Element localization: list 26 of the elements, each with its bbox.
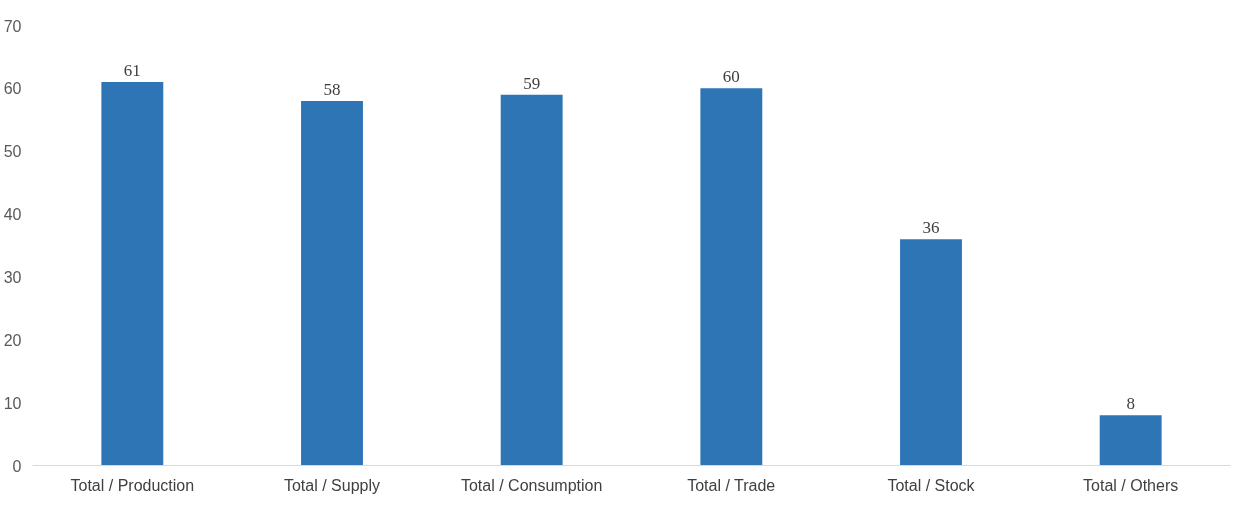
data-label: 36: [922, 218, 940, 238]
bar: [500, 94, 563, 466]
data-label: 60: [722, 67, 740, 87]
x-tick-label: Total / Production: [70, 476, 195, 494]
x-tick-label: Total / Others: [1083, 476, 1179, 494]
x-tick-label: Total / Stock: [887, 476, 976, 494]
x-tick-label: Total / Supply: [283, 476, 381, 494]
bar: [1099, 415, 1162, 466]
data-label: 61: [123, 61, 141, 81]
y-tick-label: 10: [3, 394, 22, 412]
x-tick-label: Total / Trade: [687, 476, 776, 494]
bar: [700, 88, 763, 466]
bar: [900, 239, 962, 466]
y-tick-label: 0: [12, 457, 22, 475]
y-tick-label: 50: [3, 143, 22, 161]
data-label: 59: [523, 73, 541, 93]
y-tick-label: 60: [3, 80, 22, 98]
bar: [101, 82, 164, 466]
x-tick-label: Total / Consumption: [460, 476, 603, 494]
y-tick-label: 70: [3, 17, 22, 35]
y-tick-label: 40: [3, 206, 22, 224]
y-tick-label: 30: [3, 268, 22, 286]
bar: [301, 100, 363, 466]
y-tick-label: 20: [3, 331, 22, 349]
data-label: 58: [323, 79, 341, 99]
data-label: 8: [1126, 394, 1135, 414]
